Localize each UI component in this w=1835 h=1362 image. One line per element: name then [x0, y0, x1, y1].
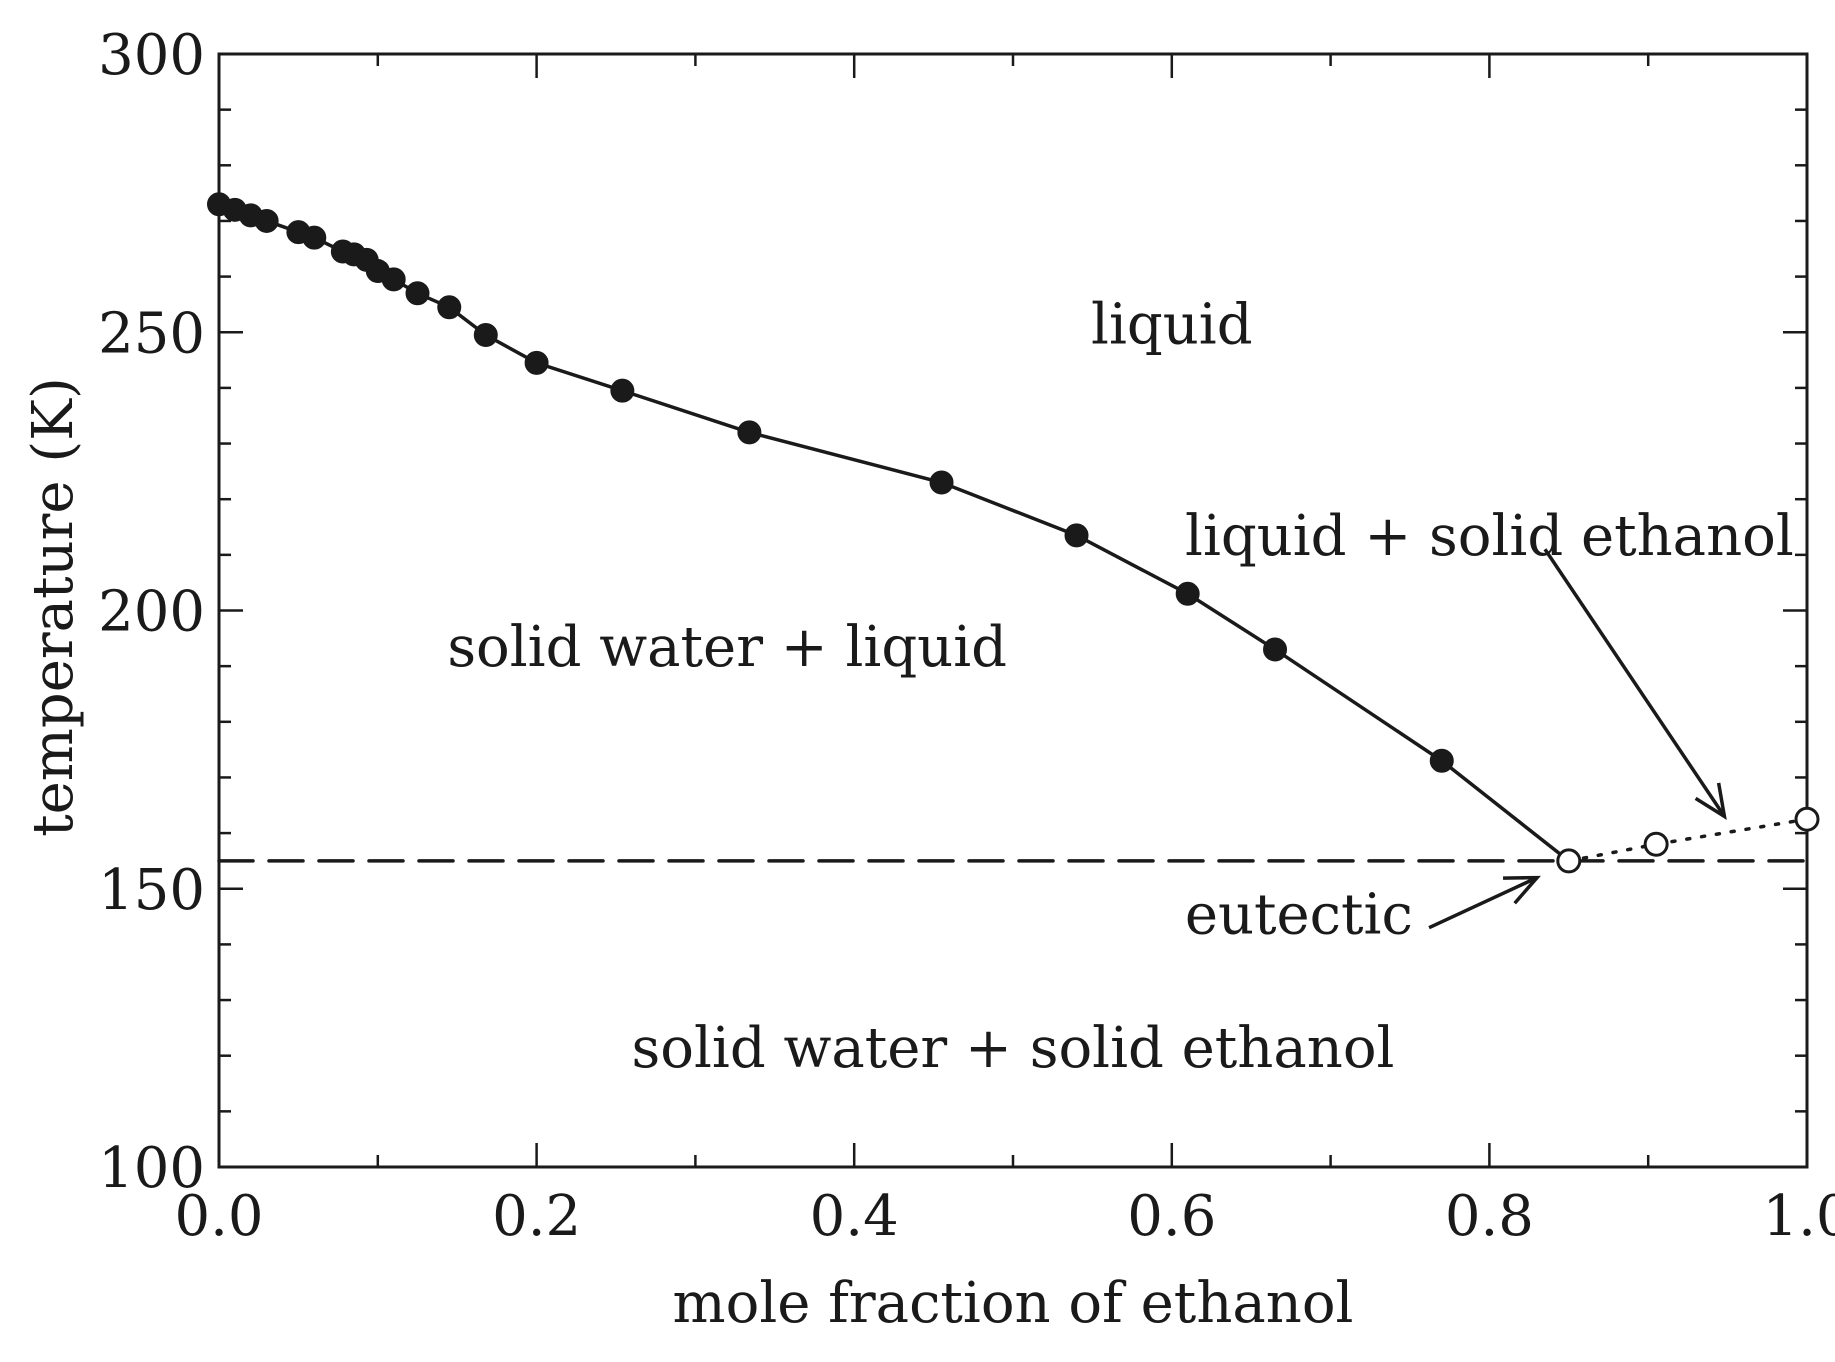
data-point-open [1643, 831, 1669, 857]
data-point [929, 470, 954, 495]
y-tick-label: 200 [98, 580, 205, 645]
region-label-solid-water-solid-ethanol: solid water + solid ethanol [632, 1016, 1395, 1081]
data-point [610, 378, 635, 403]
tick-labels: 0.0 0.2 0.4 0.6 0.8 1.0 100 150 200 250 300 [98, 23, 1835, 1249]
x-tick-label: 0.8 [1445, 1184, 1534, 1249]
arrow-shaft [1428, 876, 1538, 930]
arrow-head [1694, 782, 1727, 820]
data-point [1429, 748, 1454, 773]
y-tick-label: 250 [98, 301, 205, 366]
plot-frame [217, 52, 1809, 1169]
data-point [437, 295, 462, 320]
annotation-arrows [1428, 548, 1727, 930]
data-point-open [1794, 806, 1820, 832]
data-point [405, 281, 430, 306]
region-label-liquid: liquid [1091, 292, 1253, 357]
y-tick-label: 100 [98, 1136, 205, 1201]
arrow-head [1503, 875, 1541, 905]
y-tick-label: 150 [98, 858, 205, 923]
data-point [302, 225, 327, 250]
x-tick-label: 0.0 [174, 1184, 263, 1249]
data-point [737, 420, 762, 445]
data-point [473, 323, 498, 348]
data-point-open [1556, 848, 1582, 874]
axis-ticks [217, 52, 1809, 1169]
data-point [1064, 523, 1089, 548]
x-tick-label: 0.6 [1127, 1184, 1216, 1249]
data-point [524, 350, 549, 375]
region-label-eutectic: eutectic [1185, 882, 1413, 947]
data-point [1263, 637, 1288, 662]
x-tick-label: 0.2 [492, 1184, 581, 1249]
data-point [381, 267, 406, 292]
x-tick-label: 0.4 [810, 1184, 899, 1249]
data-point [1175, 581, 1200, 606]
x-axis-title: mole fraction of ethanol [673, 1271, 1354, 1336]
series-markers [207, 192, 1820, 874]
y-tick-label: 300 [98, 23, 205, 88]
data-point [254, 208, 279, 233]
region-label-solid-water-liquid: solid water + liquid [447, 615, 1007, 680]
region-label-liquid-solid-ethanol: liquid + solid ethanol [1185, 504, 1794, 569]
arrow-shaft [1543, 548, 1726, 818]
x-tick-label: 1.0 [1762, 1184, 1835, 1249]
region-labels: liquid liquid + solid ethanol solid water … [447, 292, 1793, 1080]
y-axis-title: temperature (K) [21, 377, 86, 837]
series-line-2 [1567, 817, 1809, 863]
